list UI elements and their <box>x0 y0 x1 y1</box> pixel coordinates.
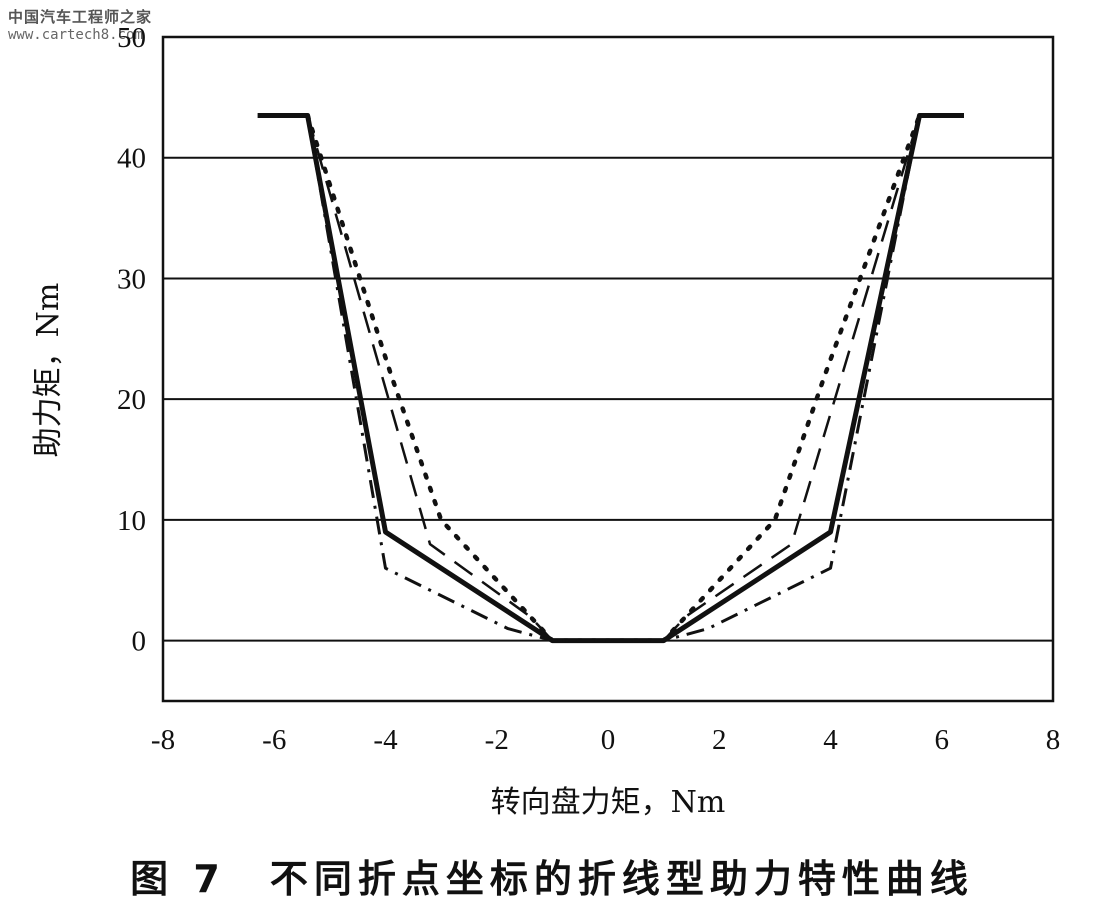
y-tick-labels: 0 10 20 30 40 50 <box>117 22 146 658</box>
x-tick-labels: -8 -6 -4 -2 0 2 4 6 8 <box>151 724 1060 756</box>
series-line-solid <box>257 113 964 644</box>
y-tick-label: 30 <box>117 263 146 295</box>
x-tick-label: 4 <box>823 724 838 756</box>
x-axis-label: 转向盘力矩，Nm <box>491 785 726 820</box>
x-tick-label: -8 <box>151 724 175 756</box>
watermark-text: 中国汽车工程师之家 <box>8 8 153 26</box>
x-tick-label: -4 <box>373 724 398 756</box>
series-line-dotted <box>305 113 922 643</box>
x-tick-label: 6 <box>935 724 950 756</box>
x-tick-label: -2 <box>485 724 509 756</box>
chart: -8 -6 -4 -2 0 2 4 6 8 0 10 20 30 40 50 转向盘力矩，Nm 助力矩，N… <box>31 22 1060 820</box>
figure-caption: 图 7 不同折点坐标的折线型助力特性曲线 <box>130 857 974 901</box>
x-tick-label: 0 <box>601 724 616 756</box>
x-tick-label: -6 <box>262 724 286 756</box>
y-tick-label: 50 <box>117 22 146 54</box>
y-tick-label: 20 <box>117 384 146 416</box>
series-line-dashed <box>306 115 921 642</box>
x-tick-label: 2 <box>712 724 727 756</box>
watermark-url: www.cartech8.com <box>8 27 143 43</box>
y-tick-label: 10 <box>117 505 146 537</box>
y-tick-label: 0 <box>132 626 147 658</box>
y-axis-label: 助力矩，Nm <box>31 283 66 458</box>
series-line-dashdot <box>306 115 921 643</box>
x-tick-label: 8 <box>1046 724 1061 756</box>
plot-frame <box>161 35 1055 703</box>
series-group <box>257 113 964 644</box>
grid-lines <box>163 36 1053 642</box>
y-tick-label: 40 <box>117 143 146 175</box>
